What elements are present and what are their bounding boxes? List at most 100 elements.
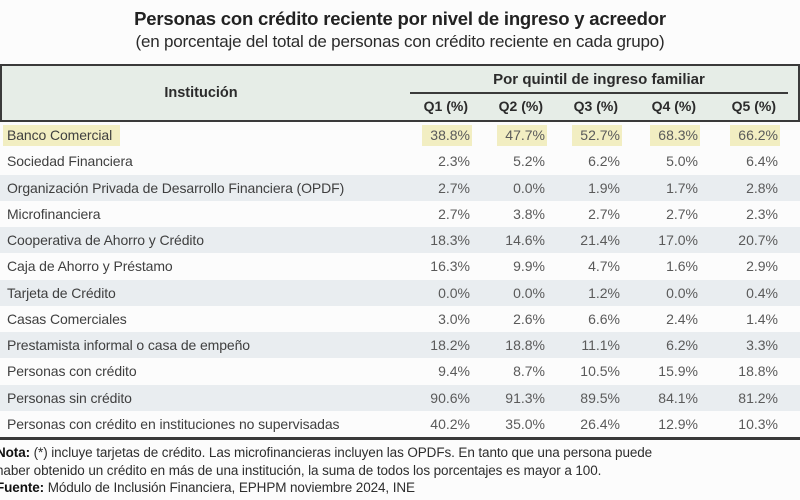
cell-value-q4: 0.0% (620, 285, 698, 301)
cell-value-q1: 0.0% (400, 285, 470, 301)
quintile-column-headers: Q1 (%) Q2 (%) Q3 (%) Q4 (%) Q5 (%) (400, 94, 798, 120)
cell-value-text: 12.9% (658, 415, 698, 432)
cell-value-q2: 0.0% (470, 285, 545, 301)
cell-value-text: 5.2% (513, 153, 545, 170)
table-row: Organización Privada de Desarrollo Finan… (0, 174, 800, 201)
cell-value-q4: 84.1% (620, 390, 698, 406)
title-block: Personas con crédito reciente por nivel … (0, 0, 800, 53)
cell-value-q4: 6.2% (620, 337, 698, 353)
quintile-header-group: Por quintil de ingreso familiar Q1 (%) Q2… (400, 66, 798, 120)
cell-value-text: 1.6% (666, 258, 698, 275)
cell-value-q3: 6.2% (545, 153, 620, 169)
row-label: Microfinanciera (0, 206, 400, 222)
source-text: Módulo de Inclusión Financiera, EPHPM no… (44, 480, 415, 495)
cell-value-text: 2.9% (746, 258, 778, 275)
column-header-q2: Q2 (%) (498, 98, 543, 114)
cell-value-q1: 38.8% (400, 125, 472, 147)
row-label-text: Organización Privada de Desarrollo Finan… (7, 179, 345, 196)
cell-value-text: 35.0% (505, 415, 545, 432)
table-row: Personas con crédito en instituciones no… (0, 411, 800, 437)
cell-value-q1: 2.7% (400, 206, 470, 222)
table-row: Caja de Ahorro y Préstamo 16.3% 9.9% 4.7% 1.… (0, 253, 800, 279)
cell-value-q3: 89.5% (545, 390, 620, 406)
table-row: Banco Comercial 38.8% 47.7% 52.7% 68.3% 66.2% (0, 122, 800, 148)
note-line-2: haber obtenido un crédito en más de una … (0, 462, 800, 480)
data-table: Institución Por quintil de ingreso famil… (0, 64, 800, 440)
cell-value-q5: 2.9% (698, 258, 778, 274)
cell-value-text: 3.8% (513, 205, 545, 222)
cell-value-q2: 3.8% (470, 206, 545, 222)
cell-value-text: 2.8% (746, 179, 778, 196)
cell-value-q5: 66.2% (698, 125, 780, 147)
cell-value-text: 2.7% (438, 205, 470, 222)
row-label: Personas con crédito en instituciones no… (0, 416, 400, 432)
cell-value-text: 2.4% (666, 310, 698, 327)
cell-value-text: 10.5% (580, 363, 620, 380)
cell-value-q3: 6.6% (545, 311, 620, 327)
cell-value-text: 3.0% (438, 310, 470, 327)
table-body: Banco Comercial 38.8% 47.7% 52.7% 68.3% 66.2%… (0, 122, 800, 440)
notes: Nota: (*) incluye tarjetas de crédito. L… (0, 444, 800, 497)
institution-header-cell: Institución (2, 66, 400, 120)
chart-title: Personas con crédito reciente por nivel … (134, 8, 666, 29)
row-label: Organización Privada de Desarrollo Finan… (0, 180, 400, 196)
cell-value-text: 2.6% (513, 310, 545, 327)
cell-value-q4: 1.6% (620, 258, 698, 274)
cell-value-text: 0.0% (438, 284, 470, 301)
row-label-text: Banco Comercial (3, 125, 121, 147)
cell-value-text: 2.7% (666, 205, 698, 222)
cell-value-q3: 52.7% (545, 125, 622, 147)
cell-value-q2: 0.0% (470, 180, 545, 196)
cell-value-q5: 18.8% (698, 363, 778, 379)
cell-value-text: 18.8% (738, 363, 778, 380)
cell-value-text: 2.3% (746, 205, 778, 222)
cell-value-text: 38.8% (422, 125, 472, 147)
cell-value-text: 47.7% (497, 125, 547, 147)
cell-value-q4: 17.0% (620, 232, 698, 248)
cell-value-text: 0.4% (746, 284, 778, 301)
cell-value-text: 81.2% (738, 389, 778, 406)
cell-value-q4: 5.0% (620, 153, 698, 169)
column-header-q5: Q5 (%) (731, 98, 776, 114)
cell-value-text: 91.3% (505, 389, 545, 406)
cell-value-text: 90.6% (430, 389, 470, 406)
cell-value-text: 89.5% (580, 389, 620, 406)
cell-value-text: 52.7% (572, 125, 622, 147)
cell-value-q2: 8.7% (470, 363, 545, 379)
cell-value-q1: 90.6% (400, 390, 470, 406)
table-row: Sociedad Financiera 2.3% 5.2% 6.2% 5.0% 6.4% (0, 148, 800, 174)
note-text-2: haber obtenido un crédito en más de una … (0, 462, 602, 478)
cell-value-q4: 1.7% (620, 180, 698, 196)
cell-value-q4: 68.3% (620, 125, 700, 147)
row-label: Personas con crédito (0, 363, 400, 379)
quintile-underline (410, 92, 788, 94)
source-line: Fuente: Módulo de Inclusión Financiera, … (0, 479, 800, 497)
cell-value-text: 6.4% (746, 153, 778, 170)
cell-value-text: 6.2% (588, 153, 620, 170)
row-label-text: Prestamista informal o casa de empeño (7, 337, 250, 354)
cell-value-q2: 35.0% (470, 416, 545, 432)
quintile-group-header: Por quintil de ingreso familiar (493, 71, 705, 88)
cell-value-q2: 18.8% (470, 337, 545, 353)
cell-value-text: 0.0% (513, 179, 545, 196)
cell-value-q3: 21.4% (545, 232, 620, 248)
table-row: Personas sin crédito 90.6% 91.3% 89.5% 84.1%… (0, 384, 800, 411)
cell-value-text: 2.7% (588, 205, 620, 222)
cell-value-text: 18.2% (430, 337, 470, 354)
cell-value-text: 66.2% (730, 125, 780, 147)
note-text-1: (*) incluye tarjetas de crédito. Las mic… (30, 445, 653, 460)
cell-value-q3: 11.1% (545, 337, 620, 353)
table-header: Institución Por quintil de ingreso famil… (0, 64, 800, 122)
cell-value-q2: 9.9% (470, 258, 545, 274)
cell-value-q1: 3.0% (400, 311, 470, 327)
cell-value-q2: 91.3% (470, 390, 545, 406)
row-label: Personas sin crédito (0, 390, 400, 406)
cell-value-q5: 2.8% (698, 180, 778, 196)
cell-value-q2: 47.7% (470, 125, 547, 147)
cell-value-q2: 2.6% (470, 311, 545, 327)
cell-value-q3: 2.7% (545, 206, 620, 222)
row-label: Sociedad Financiera (0, 153, 400, 169)
cell-value-text: 2.7% (438, 179, 470, 196)
row-label: Cooperativa de Ahorro y Crédito (0, 232, 400, 248)
